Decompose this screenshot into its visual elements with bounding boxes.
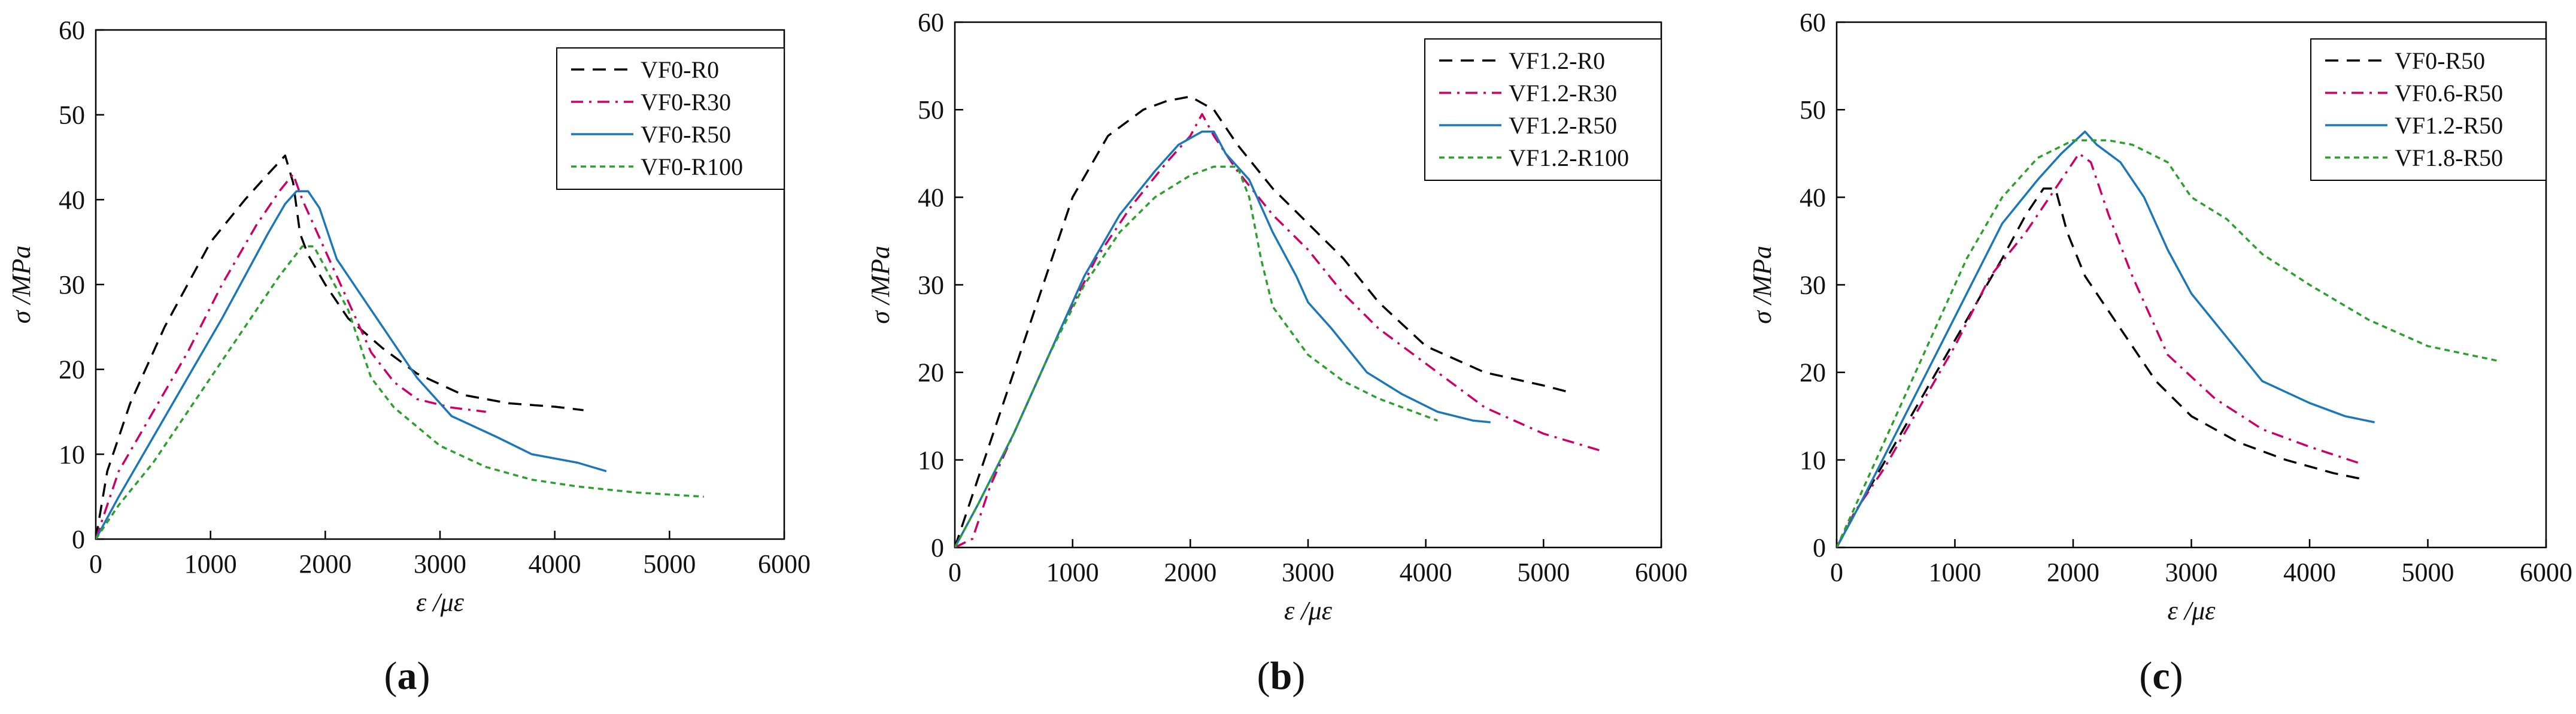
legend-label: VF1.2-R50: [2395, 112, 2503, 139]
x-tick-label: 0: [89, 549, 102, 579]
series-line-vf0-r50: [1837, 187, 2363, 547]
y-tick-label: 20: [918, 358, 944, 388]
y-tick-label: 10: [918, 446, 944, 475]
y-tick-label: 10: [59, 440, 85, 469]
panel-a: 0 1000 2000 3000 4000 5000 6000 0 10 20 30 40 50 60 ε …: [7, 16, 811, 698]
y-axis-label: σ /MPa: [7, 246, 36, 323]
legend-box: [1424, 38, 1662, 181]
y-tick-label: 40: [1800, 183, 1826, 212]
y-tick-label: 50: [1800, 95, 1826, 125]
legend-box: [2310, 38, 2547, 181]
y-tick-label: 10: [1800, 446, 1826, 475]
x-tick-label: 4000: [1400, 558, 1452, 587]
y-tick-label: 60: [1800, 8, 1826, 37]
panel-label: (a): [384, 654, 430, 698]
x-tick-label: 2000: [299, 549, 351, 579]
series-line-vf0-r100: [96, 245, 704, 539]
x-tick-label: 6000: [758, 549, 811, 579]
y-axis-label: σ /MPa: [1747, 246, 1777, 323]
x-tick-label: 5000: [1517, 558, 1570, 587]
x-tick-label: 3000: [414, 549, 466, 579]
panel-c: 0 1000 2000 3000 4000 5000 6000 0 10 20 30 40 50 60 ε …: [1747, 8, 2572, 698]
legend-label: VF1.2-R100: [1509, 144, 1629, 171]
series-line-vf0-r30: [96, 173, 486, 539]
y-tick-label: 40: [59, 185, 85, 214]
x-axis-label: ε /με: [1284, 596, 1333, 625]
y-tick-label: 60: [59, 16, 85, 45]
x-axis-label: ε /με: [2168, 596, 2216, 625]
series-line-vf1-2-r100: [955, 165, 1438, 547]
y-tick-label: 40: [918, 183, 944, 212]
panel-label: (b): [1257, 654, 1306, 698]
y-tick-label: 50: [59, 101, 85, 130]
x-tick-label: 6000: [2520, 558, 2572, 587]
legend-label: VF0-R50: [641, 121, 731, 148]
y-tick-label: 50: [918, 95, 944, 125]
x-tick-label: 2000: [1164, 558, 1216, 587]
y-tick-label: 0: [72, 525, 85, 554]
series-line-vf1-2-r50: [1837, 130, 2375, 547]
legend-label: VF0-R0: [641, 56, 719, 83]
y-tick-label: 60: [918, 8, 944, 37]
x-tick-label: 4000: [2283, 558, 2336, 587]
x-tick-label: 4000: [529, 549, 581, 579]
y-axis-label: σ /MPa: [866, 246, 895, 323]
y-tick-label: 30: [59, 270, 85, 299]
x-tick-label: 3000: [2165, 558, 2218, 587]
y-tick-label: 0: [1813, 533, 1826, 562]
panel-b: 0 1000 2000 3000 4000 5000 6000 0 10 20 30 40 50 60 ε …: [866, 8, 1688, 698]
y-tick-label: 0: [931, 533, 944, 562]
y-tick-label: 30: [1800, 271, 1826, 300]
y-tick-label: 30: [918, 271, 944, 300]
legend-label: VF0-R50: [2395, 47, 2485, 74]
legend-label: VF1.8-R50: [2395, 144, 2503, 171]
series-line-vf0-r0: [96, 154, 584, 539]
y-tick-label: 20: [59, 355, 85, 385]
x-tick-label: 3000: [1282, 558, 1334, 587]
panel-label: (c): [2139, 654, 2183, 698]
x-tick-label: 1000: [1046, 558, 1099, 587]
x-tick-label: 5000: [2402, 558, 2454, 587]
x-tick-label: 5000: [643, 549, 696, 579]
legend-label: VF1.2-R30: [1509, 80, 1617, 107]
series-line-vf0-6-r50: [1837, 152, 2363, 547]
x-tick-label: 0: [948, 558, 961, 587]
series-line-vf0-r50: [96, 190, 607, 539]
y-tick-label: 20: [1800, 358, 1826, 388]
legend-label: VF0-R30: [641, 89, 731, 116]
legend-label: VF1.2-R50: [1509, 112, 1617, 139]
x-tick-label: 1000: [184, 549, 237, 579]
x-tick-label: 6000: [1635, 558, 1688, 587]
legend-label: VF1.2-R0: [1509, 47, 1605, 74]
series-line-vf1-2-r50: [955, 130, 1491, 547]
x-tick-label: 1000: [1929, 558, 1982, 587]
x-tick-label: 2000: [2047, 558, 2099, 587]
x-axis-label: ε /με: [416, 588, 465, 617]
legend-label: VF0-R100: [641, 153, 743, 180]
series-line-vf1-8-r50: [1837, 139, 2499, 547]
x-tick-label: 0: [1830, 558, 1843, 587]
legend-label: VF0.6-R50: [2395, 80, 2503, 107]
